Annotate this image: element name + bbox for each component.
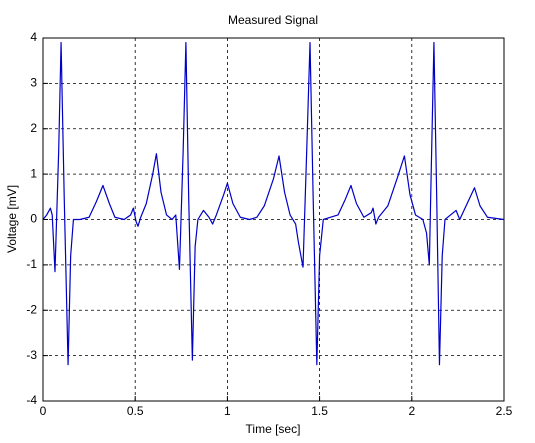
y-tick-label: 2 [30,121,37,135]
x-tick-label: 1.5 [311,404,328,418]
axes-box [42,37,505,402]
y-tick-label: 0 [30,212,37,226]
y-tick-label: -1 [26,257,37,271]
y-axis-label: Voltage [mV] [5,185,19,253]
x-axis-label: Time [sec] [246,422,301,436]
y-tick-label: 1 [30,166,37,180]
x-tick-label: 2 [408,404,415,418]
y-tick-label: -2 [26,302,37,316]
x-tick-label: 0.5 [127,404,144,418]
y-tick-label: 4 [30,30,37,44]
y-tick-label: -3 [26,348,37,362]
x-tick-label: 2.5 [496,404,513,418]
y-tick-label: -4 [26,393,37,407]
y-tick-label: 3 [30,76,37,90]
x-tick-label: 0 [40,404,47,418]
signal-line [42,41,505,366]
chart-title: Measured Signal [228,13,318,27]
x-tick-label: 1 [224,404,231,418]
